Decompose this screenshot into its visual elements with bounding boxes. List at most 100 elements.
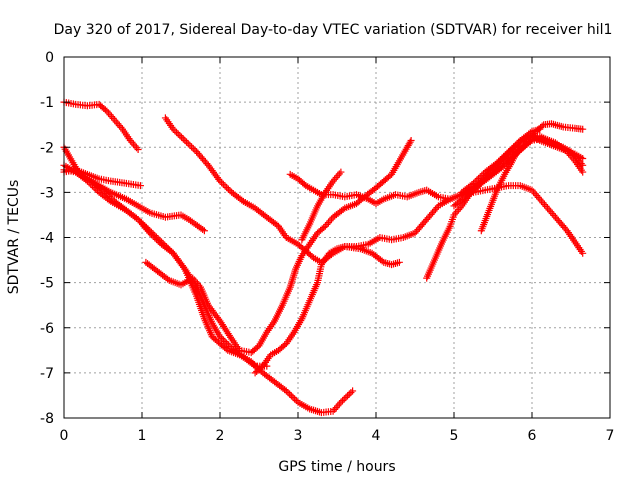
data-point <box>533 192 541 200</box>
data-point <box>467 188 475 196</box>
data-point <box>545 206 553 214</box>
y-axis-label: SDTVAR / TECUs <box>6 180 22 295</box>
data-point <box>168 248 176 256</box>
data-point <box>183 138 191 146</box>
data-point <box>83 177 91 185</box>
data-point <box>284 389 292 397</box>
data-point <box>320 224 328 232</box>
data-point <box>286 390 294 398</box>
data-point <box>224 185 232 193</box>
data-point <box>395 258 403 266</box>
data-point <box>222 345 230 353</box>
data-point <box>522 140 530 148</box>
data-point <box>136 182 144 190</box>
data-point <box>332 173 340 181</box>
data-point <box>323 220 331 228</box>
data-point <box>335 170 343 178</box>
data-point <box>503 149 511 157</box>
x-tick-label: 5 <box>450 428 459 444</box>
data-point <box>493 159 501 167</box>
data-point <box>87 180 95 188</box>
x-tick-label: 3 <box>294 428 303 444</box>
data-point <box>540 201 548 209</box>
data-point <box>542 202 550 210</box>
data-point <box>328 215 336 223</box>
data-point <box>216 333 224 341</box>
data-point <box>453 207 461 215</box>
data-point <box>337 168 345 176</box>
data-point <box>218 179 226 187</box>
data-point <box>238 196 246 204</box>
data-point <box>108 113 116 121</box>
data-point <box>536 125 544 133</box>
data-point <box>339 205 347 213</box>
series-s3 <box>60 166 208 235</box>
data-point <box>151 234 159 242</box>
data-point <box>188 143 196 151</box>
x-tick-label: 1 <box>138 428 147 444</box>
data-point <box>339 397 347 405</box>
y-tick-label: -8 <box>40 411 54 427</box>
data-point <box>510 143 518 151</box>
data-point <box>579 161 587 169</box>
data-point <box>577 160 585 168</box>
data-point <box>199 225 207 233</box>
y-tick-label: -5 <box>40 276 54 292</box>
data-point <box>496 156 504 164</box>
data-point <box>342 393 350 401</box>
data-point <box>579 168 587 176</box>
data-point <box>345 390 353 398</box>
data-point <box>344 392 352 400</box>
data-point <box>247 358 255 366</box>
data-point <box>473 176 481 184</box>
data-point <box>169 125 177 133</box>
data-point <box>501 151 509 159</box>
data-point <box>562 225 570 233</box>
data-point <box>534 193 542 201</box>
data-point <box>324 219 332 227</box>
data-point <box>221 338 229 346</box>
data-point <box>129 140 137 148</box>
chart-title: Day 320 of 2017, Sidereal Day-to-day VTE… <box>54 22 613 38</box>
data-point <box>501 161 509 169</box>
x-tick-label: 4 <box>372 428 381 444</box>
data-point <box>287 392 295 400</box>
data-point <box>282 387 290 395</box>
series-s8 <box>251 243 403 377</box>
x-axis-label: GPS time / hours <box>278 459 395 475</box>
y-tick-label: -4 <box>40 231 54 247</box>
data-point <box>537 197 545 205</box>
data-point <box>115 122 123 130</box>
data-point <box>378 257 386 265</box>
data-point <box>334 172 342 180</box>
y-tick-label: -7 <box>40 366 54 382</box>
data-point <box>463 191 471 199</box>
data-point <box>223 184 231 192</box>
data-point <box>112 118 120 126</box>
data-point <box>508 145 516 153</box>
x-tick-label: 6 <box>528 428 537 444</box>
tick-layer: 0 1 2 3 4 5 6 7 0 -1 -2 -3 -4 -5 -6 -7 -8 <box>40 50 614 444</box>
data-point <box>147 231 155 239</box>
data-point <box>300 180 308 188</box>
data-point <box>144 227 152 235</box>
data-point <box>219 180 227 188</box>
series-layer <box>60 98 587 417</box>
data-point <box>308 252 316 260</box>
data-point <box>475 175 483 183</box>
data-point <box>513 140 521 148</box>
data-point <box>334 402 342 410</box>
data-point <box>90 184 98 192</box>
data-point <box>106 111 114 119</box>
data-point <box>221 182 229 190</box>
data-point <box>544 204 552 212</box>
data-point <box>176 132 184 140</box>
data-point <box>471 178 479 186</box>
data-point <box>547 208 555 216</box>
data-point <box>332 404 340 412</box>
data-point <box>164 275 172 283</box>
data-point <box>476 173 484 181</box>
data-point <box>179 135 187 143</box>
data-point <box>539 199 547 207</box>
